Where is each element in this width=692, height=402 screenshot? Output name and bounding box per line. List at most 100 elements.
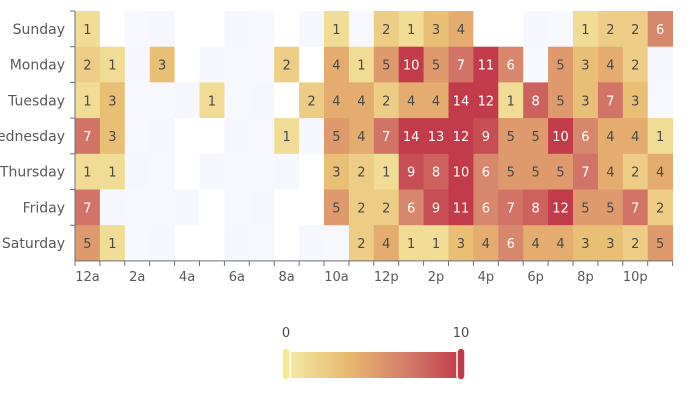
heatmap-cell[interactable]: [299, 11, 325, 48]
heatmap-cell[interactable]: [448, 153, 474, 190]
heatmap-cell[interactable]: [622, 11, 649, 48]
heatmap-cell[interactable]: [274, 225, 300, 262]
heatmap-cell[interactable]: [324, 225, 350, 262]
heatmap-cell[interactable]: [573, 11, 599, 48]
heatmap-cell[interactable]: [423, 225, 449, 262]
heatmap-cell[interactable]: [99, 82, 126, 119]
heatmap-cell[interactable]: [174, 189, 200, 226]
heatmap-cell[interactable]: [548, 153, 574, 190]
heatmap-cell[interactable]: [498, 118, 524, 155]
heatmap-cell[interactable]: [324, 11, 350, 48]
visual-map-handle-max[interactable]: [456, 347, 466, 381]
heatmap-cell[interactable]: [75, 118, 101, 155]
heatmap-cell[interactable]: [573, 118, 599, 155]
heatmap-cell[interactable]: [548, 225, 574, 262]
heatmap-cell[interactable]: [348, 189, 375, 226]
heatmap-cell[interactable]: [647, 82, 673, 119]
heatmap-cell[interactable]: [423, 189, 449, 226]
heatmap-cell[interactable]: [622, 46, 649, 83]
heatmap-cell[interactable]: [199, 225, 225, 262]
heatmap-cell[interactable]: [99, 189, 126, 226]
heatmap-cell[interactable]: [199, 118, 225, 155]
heatmap-cell[interactable]: [199, 11, 225, 48]
heatmap-cell[interactable]: [149, 118, 175, 155]
heatmap-cell[interactable]: [573, 225, 599, 262]
heatmap-cell[interactable]: [99, 153, 126, 190]
heatmap-cell[interactable]: [274, 189, 300, 226]
heatmap-cell[interactable]: [473, 46, 499, 83]
heatmap-cell[interactable]: [498, 82, 524, 119]
heatmap-cell[interactable]: [348, 11, 375, 48]
heatmap-cell[interactable]: [523, 82, 549, 119]
heatmap-cell[interactable]: [199, 153, 225, 190]
heatmap-cell[interactable]: [473, 225, 499, 262]
heatmap-cell[interactable]: [274, 82, 300, 119]
heatmap-cell[interactable]: [448, 189, 474, 226]
heatmap-cell[interactable]: [274, 118, 300, 155]
heatmap-cell[interactable]: [398, 153, 424, 190]
heatmap-cell[interactable]: [597, 82, 624, 119]
heatmap-cell[interactable]: [473, 189, 499, 226]
heatmap-cell[interactable]: [647, 189, 673, 226]
heatmap-cell[interactable]: [224, 189, 250, 226]
heatmap-cell[interactable]: [124, 82, 151, 119]
heatmap-cell[interactable]: [224, 46, 250, 83]
heatmap-cell[interactable]: [149, 82, 175, 119]
heatmap-cell[interactable]: [75, 46, 101, 83]
heatmap-cell[interactable]: [299, 189, 325, 226]
heatmap-cell[interactable]: [548, 46, 574, 83]
heatmap-cell[interactable]: [423, 118, 449, 155]
heatmap-cell[interactable]: [423, 153, 449, 190]
heatmap-cell[interactable]: [573, 82, 599, 119]
heatmap-cell[interactable]: [622, 118, 649, 155]
heatmap-cell[interactable]: [398, 11, 424, 48]
heatmap-cell[interactable]: [473, 153, 499, 190]
heatmap-cell[interactable]: [174, 225, 200, 262]
heatmap-cell[interactable]: [573, 153, 599, 190]
heatmap-cell[interactable]: [523, 153, 549, 190]
heatmap-cell[interactable]: [124, 225, 151, 262]
heatmap-cell[interactable]: [647, 225, 673, 262]
heatmap-cell[interactable]: [348, 82, 375, 119]
heatmap-cell[interactable]: [523, 11, 549, 48]
heatmap-cell[interactable]: [224, 118, 250, 155]
heatmap-cell[interactable]: [299, 225, 325, 262]
heatmap-cell[interactable]: [597, 11, 624, 48]
heatmap-cell[interactable]: [149, 46, 175, 83]
heatmap-cell[interactable]: [373, 82, 400, 119]
heatmap-cell[interactable]: [448, 118, 474, 155]
heatmap-cell[interactable]: [523, 118, 549, 155]
heatmap-cell[interactable]: [597, 46, 624, 83]
heatmap-cell[interactable]: [348, 46, 375, 83]
heatmap-cell[interactable]: [299, 82, 325, 119]
heatmap-cell[interactable]: [398, 46, 424, 83]
heatmap-cell[interactable]: [249, 82, 275, 119]
heatmap-cell[interactable]: [498, 46, 524, 83]
heatmap-cell[interactable]: [224, 225, 250, 262]
heatmap-cell[interactable]: [99, 118, 126, 155]
heatmap-cell[interactable]: [149, 189, 175, 226]
heatmap-cell[interactable]: [124, 118, 151, 155]
heatmap-cell[interactable]: [75, 189, 101, 226]
heatmap-cell[interactable]: [423, 46, 449, 83]
heatmap-cell[interactable]: [99, 225, 126, 262]
heatmap-cell[interactable]: [348, 225, 375, 262]
heatmap-cell[interactable]: [597, 225, 624, 262]
heatmap-cell[interactable]: [75, 82, 101, 119]
heatmap-cell[interactable]: [174, 11, 200, 48]
heatmap-cell[interactable]: [348, 153, 375, 190]
heatmap-cell[interactable]: [324, 118, 350, 155]
heatmap-cell[interactable]: [473, 118, 499, 155]
heatmap-cell[interactable]: [199, 82, 225, 119]
heatmap-cell[interactable]: [498, 225, 524, 262]
heatmap-cell[interactable]: [398, 118, 424, 155]
heatmap-cell[interactable]: [274, 11, 300, 48]
heatmap-cell[interactable]: [249, 11, 275, 48]
heatmap-cell[interactable]: [75, 153, 101, 190]
heatmap-cell[interactable]: [448, 11, 474, 48]
heatmap-cell[interactable]: [174, 46, 200, 83]
heatmap-cell[interactable]: [373, 153, 400, 190]
heatmap-cell[interactable]: [423, 11, 449, 48]
heatmap-cell[interactable]: [597, 153, 624, 190]
heatmap-cell[interactable]: [149, 225, 175, 262]
